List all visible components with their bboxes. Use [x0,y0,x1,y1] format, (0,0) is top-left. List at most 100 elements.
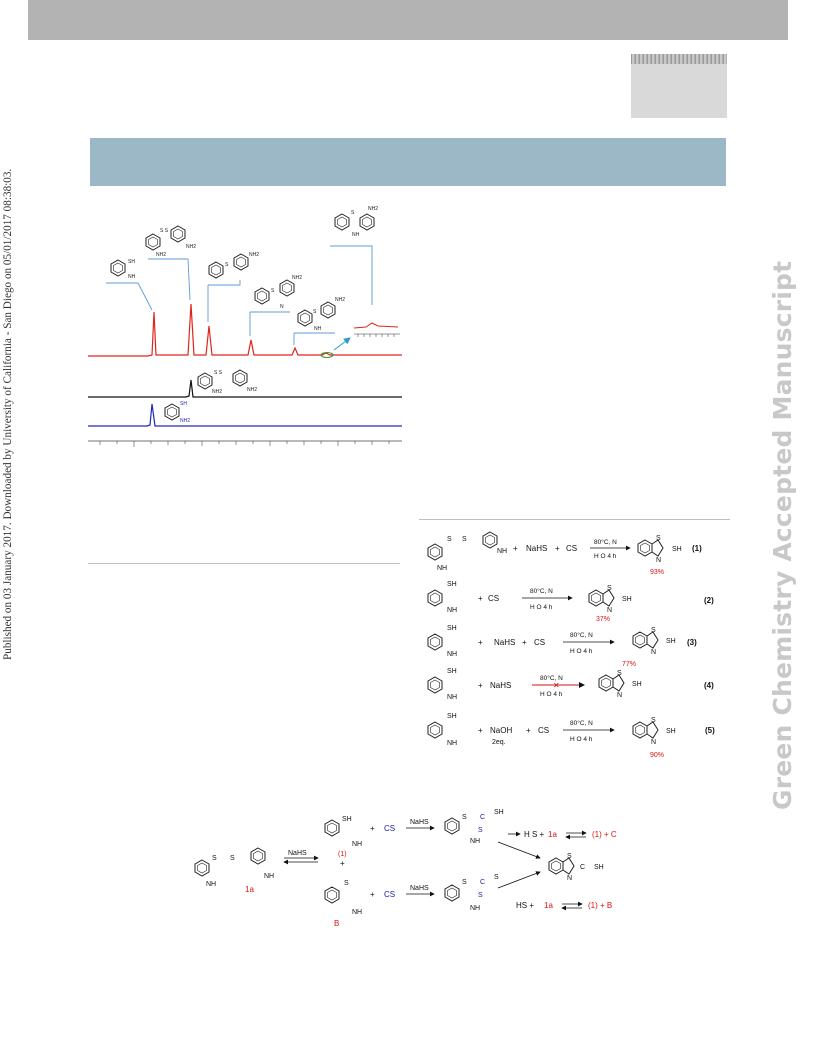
svg-text:S S: S S [214,370,223,376]
svg-text:NH2: NH2 [249,252,259,258]
svg-text:H O 4 h: H O 4 h [540,691,563,698]
svg-text:NH: NH [447,651,457,658]
svg-text:S: S [462,879,467,886]
svg-text:SH: SH [594,864,604,871]
svg-text:80°C, N: 80°C, N [570,631,593,639]
svg-text:S: S [462,536,467,543]
svg-text:H O 4 h: H O 4 h [570,648,593,655]
svg-text:H S +: H S + [524,830,545,839]
svg-text:NH2: NH2 [368,206,378,212]
hplc-structure-f: S NH2 NH [334,206,378,238]
svg-text:NH: NH [447,607,457,614]
svg-text:S: S [567,853,572,860]
svg-text:S: S [271,288,275,294]
svg-text:+: + [513,544,518,553]
reaction-row-5: SH NH + NaOH 2eq. + CS 80°C, N H O 4 h S… [427,713,715,759]
svg-text:SH: SH [622,596,632,603]
svg-text:77%: 77% [622,661,636,668]
svg-text:+: + [555,544,560,553]
svg-text:S: S [651,627,656,634]
svg-text:S: S [225,262,229,268]
hplc-inset [353,322,400,337]
hplc-structure-c: S NH2 [208,252,259,279]
svg-text:SH: SH [447,625,457,632]
svg-text:NH: NH [437,565,447,572]
svg-text:NH: NH [470,838,480,845]
svg-text:B: B [334,919,339,928]
svg-text:(1): (1) [338,851,347,858]
svg-text:+: + [478,681,483,690]
svg-text:CS: CS [534,638,545,647]
svg-text:NaHS: NaHS [410,819,429,826]
svg-text:37%: 37% [596,616,610,623]
svg-text:SH: SH [632,681,642,688]
hplc-trace-blue [88,403,402,427]
svg-text:CS: CS [566,544,577,553]
mechanism-compound-1: SH NH (1) + [324,816,362,868]
svg-text:NH2: NH2 [335,297,345,303]
svg-text:NH: NH [447,694,457,701]
svg-text:SH: SH [180,401,187,407]
svg-text:NH2: NH2 [292,275,302,281]
hplc-trace-black [88,379,402,398]
svg-text:(2): (2) [704,596,714,605]
svg-text:+: + [370,890,375,899]
reaction-row-4: SH NH + NaHS 80°C, N ✕ H O 4 h S N SH (4… [427,668,714,701]
svg-text:NH: NH [206,881,216,888]
svg-text:(1) + C: (1) + C [592,830,617,839]
svg-text:+: + [526,726,531,735]
svg-text:+: + [478,638,483,647]
svg-text:H O 4 h: H O 4 h [570,736,593,743]
svg-text:✕: ✕ [553,681,560,690]
hplc-axis-ticks [99,441,390,447]
svg-text:N: N [567,875,572,882]
svg-text:+: + [478,594,483,603]
svg-text:NH: NH [352,232,360,238]
svg-text:NH2: NH2 [247,387,257,393]
svg-text:N: N [651,649,656,656]
mechanism-product-mbt: S N C SH [548,853,604,882]
svg-text:CS: CS [538,726,549,735]
svg-text:S: S [651,717,656,724]
svg-text:NaOH: NaOH [490,726,512,735]
mechanism-intermediate-top: S C SH S NH [444,809,504,845]
hplc-zoom-marker [320,352,334,358]
svg-text:NH2: NH2 [212,389,222,395]
svg-text:(1) + B: (1) + B [588,901,612,910]
hplc-trace-red [88,303,402,357]
svg-text:S: S [447,536,452,543]
left-column-rule [88,563,400,564]
svg-text:S: S [478,892,483,899]
svg-text:93%: 93% [650,569,664,576]
svg-text:SH: SH [494,809,504,816]
svg-text:N: N [280,304,284,310]
mechanism-intermediate-bottom: S C S S NH [444,874,499,912]
hplc-figure: SH NH S S NH2 NH2 S NH2 S NH2 N S NH2 NH [88,206,402,447]
mechanism-scheme: S S NH NH 1a NaHS SH NH (1) + + CS NaHS … [194,809,617,928]
svg-text:(5): (5) [705,726,715,735]
svg-text:+: + [370,824,375,833]
svg-text:NaHS: NaHS [526,544,547,553]
hplc-structure-aminothiophenol: SH NH [110,259,136,280]
hplc-structure-disulfide-ref: S S NH2 NH2 [197,369,257,395]
svg-text:NH: NH [447,740,457,747]
svg-text:(3): (3) [687,638,697,647]
svg-text:N: N [651,739,656,746]
svg-text:NH2: NH2 [186,244,196,250]
svg-text:+: + [522,638,527,647]
logo-noise-strip [631,54,727,64]
reaction-table: S S NH NH + NaHS + CS 80°C, N H O 4 h S … [427,531,715,759]
svg-text:CS: CS [488,594,499,603]
svg-text:1a: 1a [245,885,254,894]
svg-text:1a: 1a [544,901,553,910]
svg-text:H O 4 h: H O 4 h [530,604,553,611]
svg-text:NH: NH [264,873,274,880]
svg-text:SH: SH [666,728,676,735]
svg-text:80°C, N: 80°C, N [530,587,553,595]
svg-text:NH: NH [128,274,136,280]
svg-text:SH: SH [672,546,682,553]
svg-text:SH: SH [447,668,457,675]
svg-text:NaHS: NaHS [410,885,429,892]
hplc-structure-disulfide: S S NH2 NH2 [145,225,196,258]
svg-text:S: S [478,827,483,834]
